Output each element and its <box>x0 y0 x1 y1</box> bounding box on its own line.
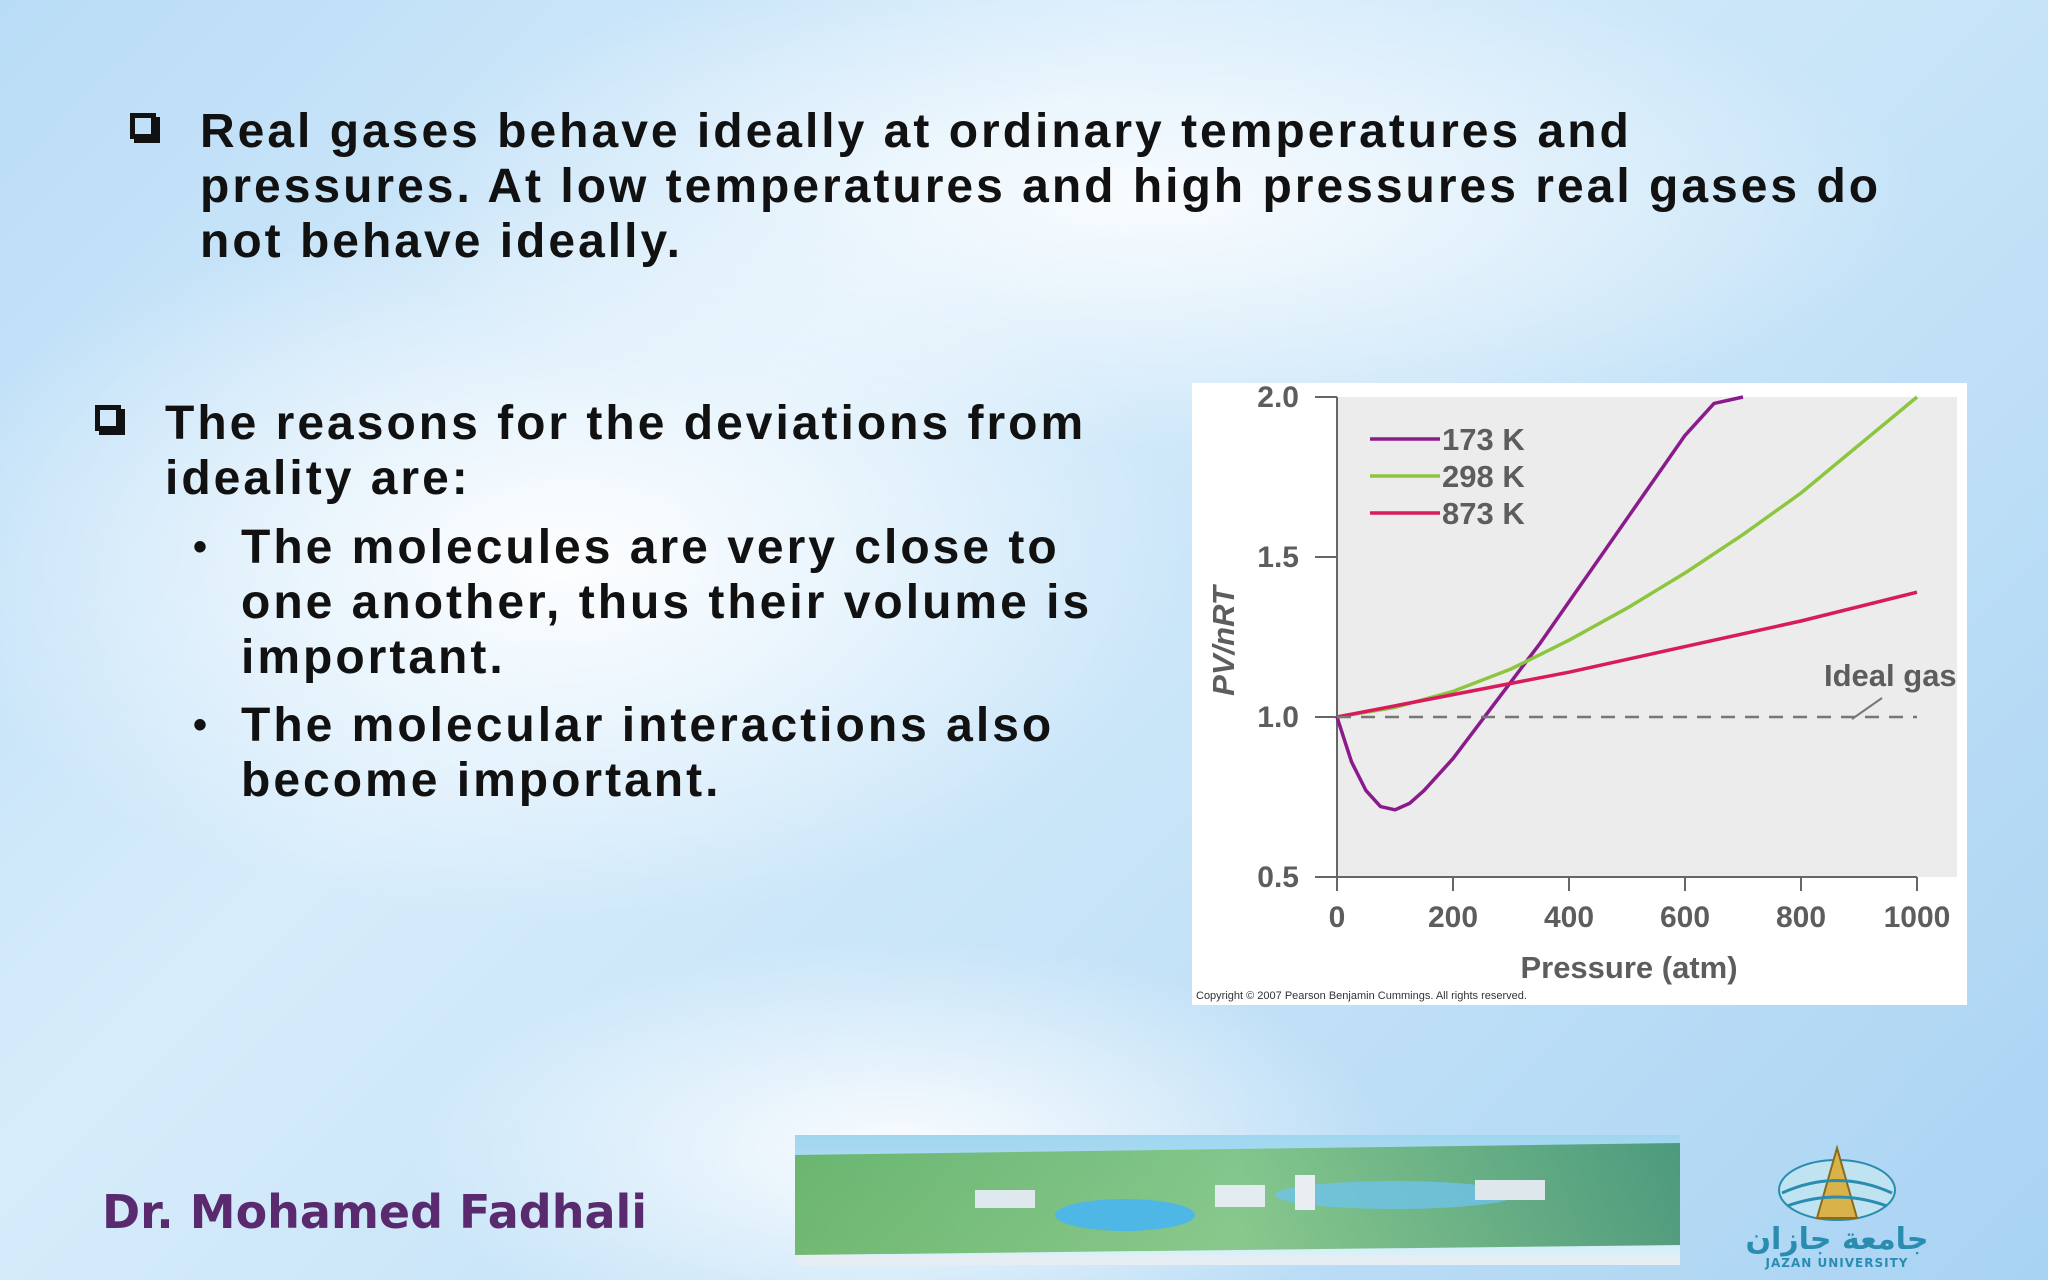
x-tick-label: 600 <box>1660 901 1710 934</box>
logo-arabic-text: جامعة جازان <box>1745 1222 1929 1257</box>
y-tick-label: 1.5 <box>1257 541 1299 574</box>
legend-label: 873 K <box>1442 496 1525 531</box>
dot-bullet-icon: • <box>193 525 211 569</box>
series-line-873-k <box>1336 590 1918 719</box>
x-tick-label: 0 <box>1329 901 1346 934</box>
x-axis-title: Pressure (atm) <box>1520 950 1737 985</box>
legend-label: 298 K <box>1442 459 1525 494</box>
sub-bullet-text: The molecules are very close to one anot… <box>241 521 1093 684</box>
series-line-173-k <box>1335 395 1744 812</box>
bullet-reasons: The reasons for the deviations from idea… <box>165 397 1087 505</box>
logo-english-text: JAZAN UNIVERSITY <box>1765 1256 1909 1270</box>
x-tick-label: 800 <box>1776 901 1826 934</box>
pv-nrt-chart: 0.5 1.0 1.5 2.0 0 200 400 600 800 1000 173 K 298 K… <box>1192 383 1967 1005</box>
sub-bullet-text: The molecular interactions also become i… <box>241 699 1055 807</box>
x-tick-label: 1000 <box>1884 901 1951 934</box>
square-bullet-icon <box>95 405 121 431</box>
ideal-gas-annotation: Ideal gas <box>1824 658 1957 693</box>
axes: 0.5 1.0 1.5 2.0 0 200 400 600 800 1000 <box>1257 383 1950 934</box>
y-tick-label: 1.0 <box>1257 701 1299 734</box>
plot-area <box>1337 397 1957 877</box>
copyright-text: Copyright © 2007 Pearson Benjamin Cummin… <box>1196 990 1527 1002</box>
x-tick-label: 400 <box>1544 901 1594 934</box>
x-tick-label: 200 <box>1428 901 1478 934</box>
jazan-university-logo <box>1778 1144 1896 1221</box>
series-layer <box>1335 395 1919 812</box>
sub-bullet-interactions: • The molecular interactions also become… <box>193 698 1161 808</box>
campus-banner-image <box>795 1135 1680 1265</box>
author-name: Dr. Mohamed Fadhali <box>102 1185 648 1239</box>
y-tick-label: 0.5 <box>1257 861 1299 894</box>
square-bullet-icon <box>130 113 156 139</box>
y-axis-title: PV/nRT <box>1206 583 1241 696</box>
sub-bullet-volume: • The molecules are very close to one an… <box>193 520 1161 685</box>
annotation-pointer <box>1851 697 1883 720</box>
legend-label: 173 K <box>1442 422 1525 457</box>
bullet-real-gases: Real gases behave ideally at ordinary te… <box>200 105 1882 268</box>
y-tick-label: 2.0 <box>1257 383 1299 414</box>
dot-bullet-icon: • <box>193 703 211 747</box>
